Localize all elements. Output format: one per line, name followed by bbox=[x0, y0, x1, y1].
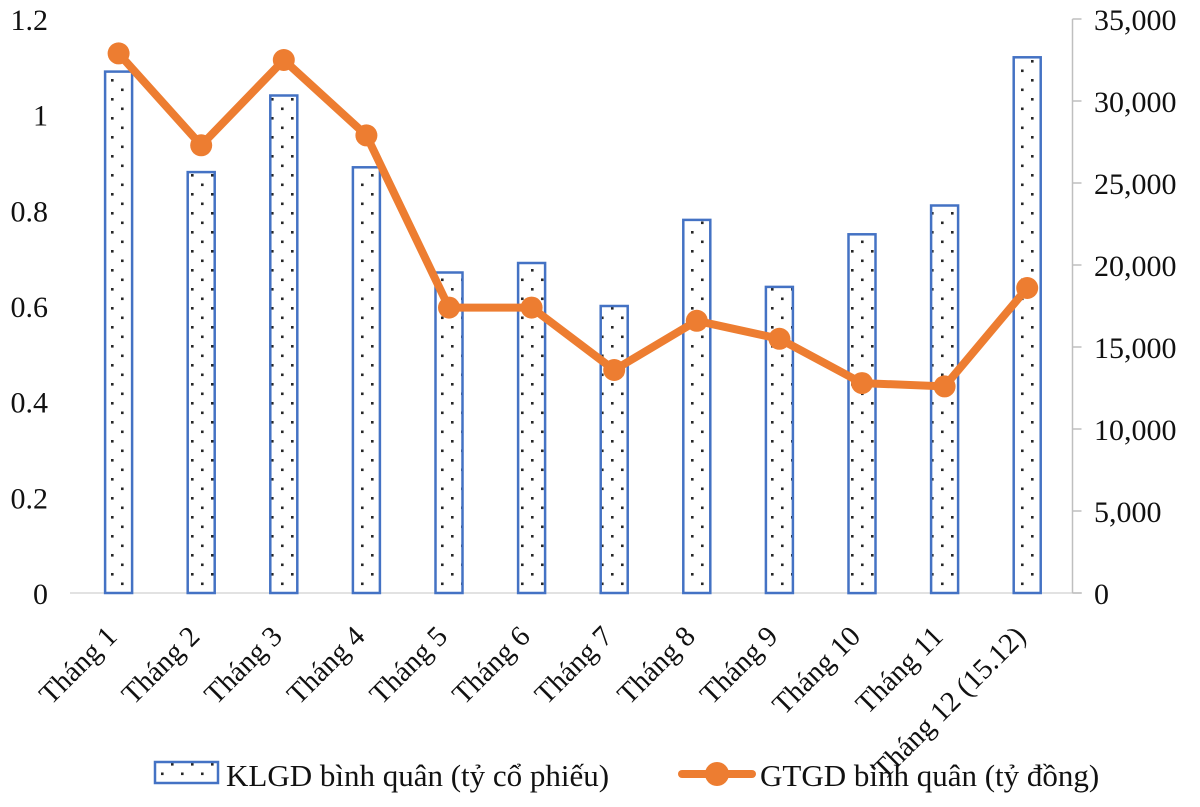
right-axis-tick-label: 20,000 bbox=[1094, 250, 1177, 283]
klgd-bar bbox=[682, 218, 712, 595]
x-axis-label: Tháng 8 bbox=[611, 620, 701, 710]
right-axis-tick-label: 5,000 bbox=[1094, 496, 1162, 529]
left-axis-tick-label: 0.8 bbox=[11, 195, 49, 228]
klgd-bar bbox=[103, 70, 134, 595]
gtgd-marker bbox=[603, 359, 626, 381]
right-axis-ticks bbox=[1072, 18, 1082, 594]
klgd-bar bbox=[351, 166, 382, 595]
right-axis-tick-label: 35,000 bbox=[1094, 4, 1177, 37]
x-axis-label: Tháng 10 bbox=[766, 620, 867, 721]
x-axis-label: Tháng 2 bbox=[116, 620, 206, 710]
klgd-bar bbox=[269, 94, 299, 595]
klgd-bar bbox=[847, 233, 877, 595]
right-axis-tick-label: 10,000 bbox=[1094, 414, 1177, 447]
legend-klgd-label: KLGD bình quân (tỷ cổ phiếu) bbox=[226, 758, 609, 793]
gtgd-marker bbox=[355, 124, 378, 147]
left-axis-tick-label: 0 bbox=[33, 578, 48, 611]
gtgd-marker bbox=[768, 327, 791, 350]
klgd-bar bbox=[599, 304, 629, 595]
klgd-bar bbox=[186, 170, 216, 595]
x-axis-label: Tháng 6 bbox=[446, 620, 536, 710]
klgd-bar bbox=[929, 204, 960, 595]
left-axis-tick-label: 1.2 bbox=[11, 4, 49, 37]
legend-gtgd-marker-icon bbox=[705, 762, 729, 786]
right-axis-labels: 35,000 30,000 25,000 20,000 15,000 10,00… bbox=[1094, 4, 1177, 611]
left-axis-tick-label: 0.4 bbox=[11, 387, 49, 420]
line-series-gtgd bbox=[107, 42, 1039, 398]
right-axis-tick-label: 25,000 bbox=[1094, 168, 1177, 201]
klgd-bar bbox=[1012, 56, 1042, 595]
gtgd-marker bbox=[933, 375, 956, 398]
x-axis-label: Tháng 5 bbox=[364, 620, 454, 710]
gtgd-marker bbox=[272, 49, 295, 71]
gtgd-marker bbox=[438, 296, 460, 319]
legend: KLGD bình quân (tỷ cổ phiếu) GTGD bình q… bbox=[153, 758, 1099, 793]
gtgd-marker bbox=[520, 296, 543, 319]
left-axis-tick-label: 0.2 bbox=[11, 482, 49, 515]
left-axis-tick-label: 1 bbox=[33, 100, 48, 133]
x-axis-label: Tháng 3 bbox=[198, 620, 288, 710]
x-axis-label: Tháng 4 bbox=[281, 620, 372, 711]
right-axis-tick-label: 0 bbox=[1094, 578, 1109, 611]
bar-series-klgd bbox=[103, 56, 1042, 595]
legend-gtgd-label: GTGD bình quân (tỷ đồng) bbox=[760, 758, 1099, 793]
left-axis-labels: 1.2 1 0.8 0.6 0.4 0.2 0 bbox=[11, 4, 49, 611]
gtgd-marker bbox=[190, 134, 213, 157]
legend-klgd-swatch-icon bbox=[153, 760, 220, 785]
gtgd-marker bbox=[107, 42, 130, 65]
right-axis-tick-label: 15,000 bbox=[1094, 332, 1177, 365]
right-axis-tick-label: 30,000 bbox=[1094, 86, 1177, 119]
x-axis-label: Tháng 7 bbox=[529, 620, 619, 710]
gtgd-marker bbox=[851, 372, 873, 395]
gtgd-marker bbox=[1016, 277, 1039, 299]
left-axis-tick-label: 0.6 bbox=[11, 291, 49, 324]
x-axis-label: Tháng 1 bbox=[33, 620, 123, 710]
gtgd-line bbox=[114, 49, 1032, 391]
gtgd-marker bbox=[685, 309, 708, 332]
klgd-bar bbox=[434, 271, 464, 595]
